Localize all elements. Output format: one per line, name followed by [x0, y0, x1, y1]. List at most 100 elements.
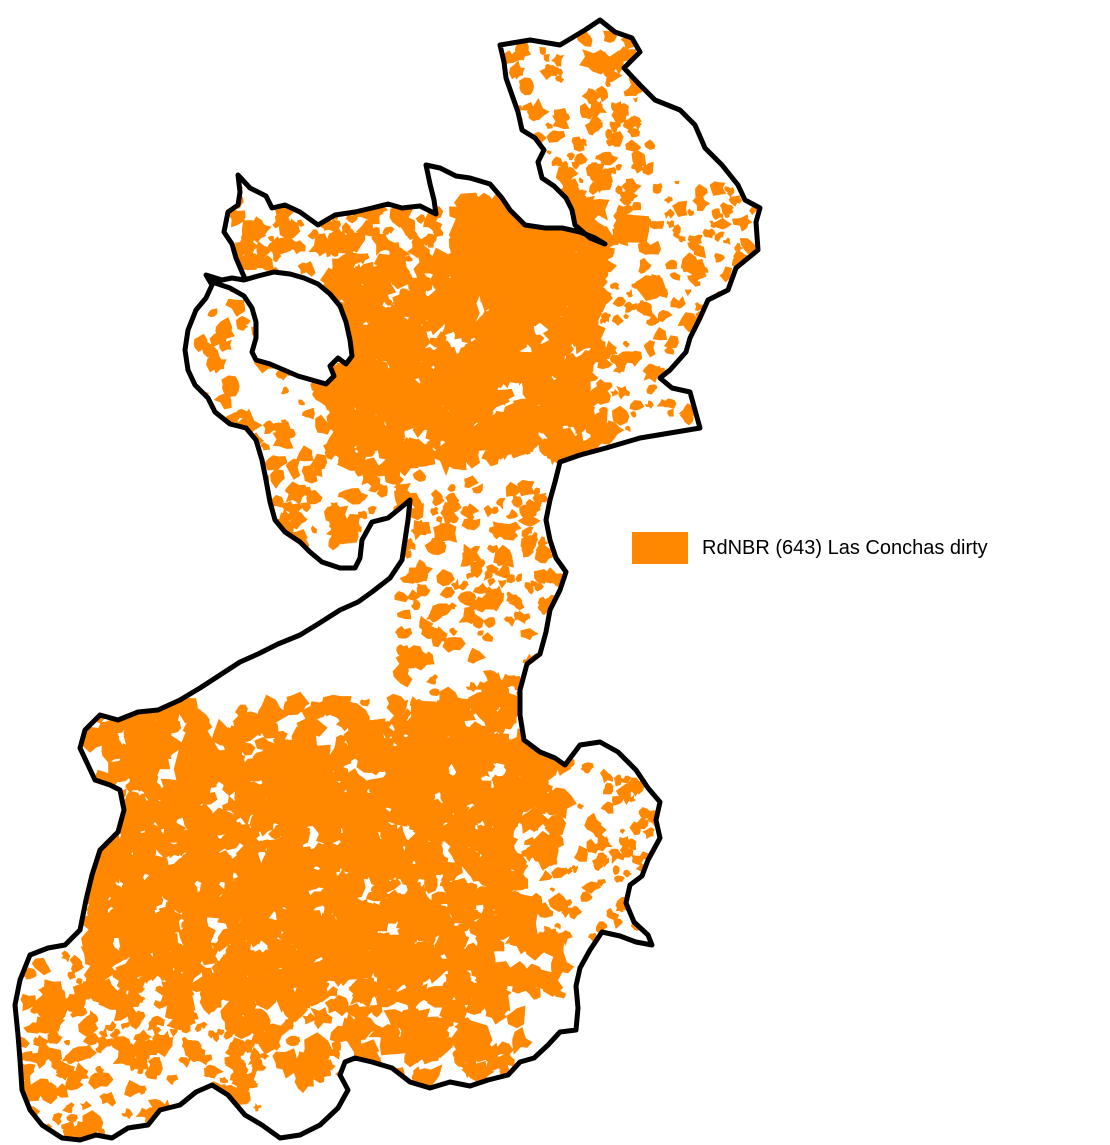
burn-patch [487, 831, 500, 844]
burn-patch [755, 401, 760, 419]
burn-patch [86, 889, 98, 901]
burn-patch [572, 350, 599, 372]
burn-patch [166, 1074, 179, 1086]
burn-patch [158, 938, 172, 950]
burn-patch [543, 54, 550, 62]
burn-patch [346, 908, 364, 922]
burn-patch [549, 643, 560, 654]
burn-patch [532, 487, 540, 498]
burn-patch [454, 977, 478, 992]
burn-patch [125, 860, 145, 876]
burn-patch [185, 846, 206, 862]
burn-patch [182, 405, 207, 426]
burn-patch [754, 391, 760, 399]
burn-patch [665, 259, 678, 270]
burn-patch [222, 795, 241, 816]
burn-patch [538, 659, 557, 676]
burn-patch [109, 1028, 121, 1039]
burn-patch [465, 681, 477, 693]
burn-patch [620, 775, 632, 784]
burn-patch [350, 1065, 369, 1087]
burn-patch [200, 878, 226, 903]
burn-patch [250, 540, 270, 559]
burn-patch [298, 399, 305, 406]
burn-patch [729, 352, 738, 359]
burn-patch [214, 768, 246, 796]
burn-patch [242, 842, 255, 853]
burn-patch [79, 1022, 92, 1032]
burn-patch [264, 545, 272, 553]
burn-patch [497, 867, 513, 878]
burn-patch [640, 755, 653, 765]
burn-patch [547, 728, 571, 756]
burn-patch [482, 820, 498, 837]
burn-patch [223, 465, 238, 477]
burn-patch [487, 544, 499, 554]
burn-patch [110, 885, 130, 904]
burn-patch [217, 729, 230, 746]
burn-patch [569, 905, 583, 920]
burn-patch [182, 1041, 198, 1063]
burn-patch [209, 815, 228, 830]
burn-patch [352, 452, 362, 466]
burn-patch [667, 408, 674, 417]
burn-patch [485, 1007, 507, 1025]
burn-patch [330, 819, 351, 831]
burn-patch [142, 950, 151, 960]
burn-patch [426, 247, 462, 286]
burn-patch [99, 1091, 117, 1107]
burn-patch [506, 675, 523, 688]
burn-patch [172, 968, 182, 979]
burn-patch [409, 503, 424, 521]
burn-patch [209, 435, 231, 452]
burn-patch [396, 609, 412, 620]
burn-patch [380, 781, 390, 793]
burn-patch [213, 393, 232, 410]
burn-patch [270, 468, 285, 489]
burn-patch [184, 849, 193, 858]
burn-patch [442, 501, 462, 519]
burn-patch [746, 431, 753, 438]
burn-patch [89, 802, 113, 838]
burn-patch [511, 494, 523, 508]
burn-patch [55, 1069, 70, 1081]
burn-patch [663, 196, 673, 204]
burn-patch [384, 470, 404, 485]
burn-patch [629, 793, 636, 803]
burn-patch [455, 935, 470, 949]
burn-patch [539, 702, 555, 715]
burn-patch [212, 522, 229, 541]
burn-patch [421, 443, 437, 458]
burn-patch [230, 1047, 245, 1059]
burn-patch [403, 708, 412, 718]
burn-patch [357, 335, 379, 364]
burn-patch [472, 483, 483, 494]
burn-patch [642, 827, 655, 840]
burn-patch [184, 458, 206, 481]
burn-patch [625, 139, 642, 152]
burn-patch [508, 843, 515, 851]
burn-patch [464, 475, 479, 489]
burn-patch [475, 886, 489, 898]
burn-patch [387, 889, 416, 917]
burn-patch [26, 1129, 35, 1140]
burn-patch [356, 792, 382, 806]
burn-patch [171, 1001, 196, 1029]
burn-patch [341, 813, 379, 840]
burn-patch [440, 872, 450, 885]
burn-patch [625, 28, 633, 35]
burn-patch [483, 617, 496, 629]
burn-patch [693, 245, 706, 259]
burn-patch [534, 377, 568, 400]
burn-patch [302, 1012, 318, 1025]
burn-patch [366, 536, 373, 544]
burn-patch [192, 436, 218, 457]
burn-patch [194, 1023, 202, 1033]
burn-patch [76, 978, 83, 986]
burn-patch [186, 455, 207, 469]
burn-patch [362, 421, 382, 441]
burn-patch [397, 915, 425, 941]
burn-patch [93, 816, 113, 835]
burn-patch [198, 460, 221, 484]
burn-patch [371, 908, 395, 928]
